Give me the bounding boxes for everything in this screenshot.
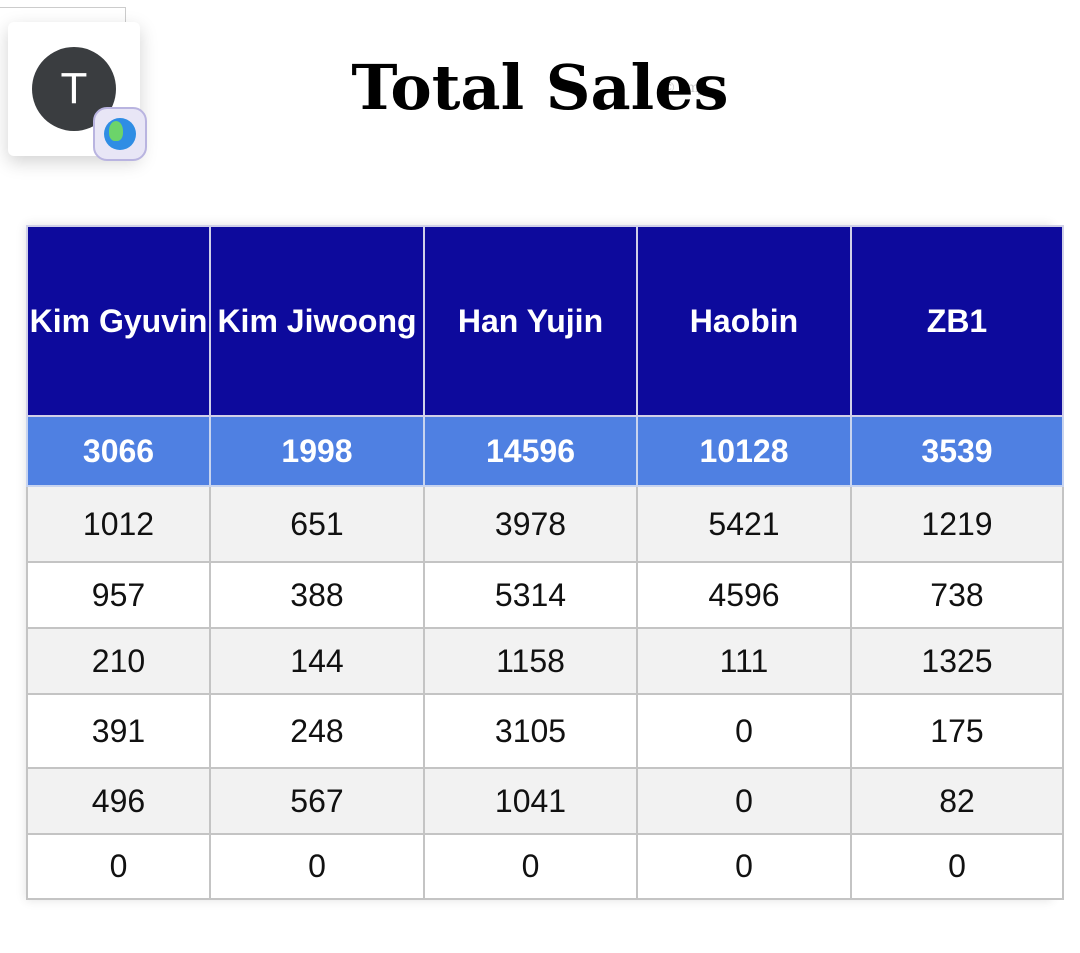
data-row: 957 388 5314 4596 738 — [26, 561, 1064, 629]
title: Total Sales — [351, 51, 729, 124]
data-cell: 738 — [850, 561, 1064, 629]
total-cell: 14596 — [423, 415, 638, 487]
data-cell: 175 — [850, 693, 1064, 769]
totals-row: 3066 1998 14596 10128 3539 — [26, 415, 1064, 487]
data-cell: 391 — [26, 693, 211, 769]
data-cell: 1325 — [850, 627, 1064, 695]
data-cell: 1158 — [423, 627, 638, 695]
total-cell: 10128 — [636, 415, 852, 487]
total-cell: 1998 — [209, 415, 425, 487]
data-cell: 0 — [850, 833, 1064, 900]
data-cell: 567 — [209, 767, 425, 835]
total-cell: 3539 — [850, 415, 1064, 487]
total-cell: 3066 — [26, 415, 211, 487]
data-cell: 0 — [636, 833, 852, 900]
header-row: Kim Gyuvin Kim Jiwoong Han Yujin Haobin ZB1 — [26, 225, 1064, 417]
avatar-card[interactable]: T — [8, 22, 147, 161]
column-header: ZB1 — [850, 225, 1064, 417]
app-badge[interactable] — [93, 107, 147, 161]
data-row: 496 567 1041 0 82 — [26, 767, 1064, 835]
data-cell: 1012 — [26, 485, 211, 563]
data-cell: 111 — [636, 627, 852, 695]
data-cell: 0 — [636, 767, 852, 835]
data-row: 1012 651 3978 5421 1219 — [26, 485, 1064, 563]
data-cell: 248 — [209, 693, 425, 769]
data-cell: 651 — [209, 485, 425, 563]
column-header: Kim Gyuvin — [26, 225, 211, 417]
data-cell: 1041 — [423, 767, 638, 835]
sales-table: Kim Gyuvin Kim Jiwoong Han Yujin Haobin ZB1 3… — [26, 225, 1064, 900]
column-header: Haobin — [636, 225, 852, 417]
data-cell: 3978 — [423, 485, 638, 563]
column-header: Han Yujin — [423, 225, 638, 417]
data-cell: 0 — [26, 833, 211, 900]
column-header: Kim Jiwoong — [209, 225, 425, 417]
data-cell: 0 — [423, 833, 638, 900]
data-cell: 0 — [209, 833, 425, 900]
badge-bird — [109, 121, 123, 141]
data-cell: 496 — [26, 767, 211, 835]
watermark: © tmj — [662, 80, 704, 96]
data-cell: 82 — [850, 767, 1064, 835]
table-container: Kim Gyuvin Kim Jiwoong Han Yujin Haobin ZB1 3… — [26, 225, 1064, 900]
data-cell: 957 — [26, 561, 211, 629]
data-cell: 388 — [209, 561, 425, 629]
data-row: 391 248 3105 0 175 — [26, 693, 1064, 769]
data-row: 210 144 1158 111 1325 — [26, 627, 1064, 695]
data-cell: 1219 — [850, 485, 1064, 563]
data-cell: 3105 — [423, 693, 638, 769]
data-cell: 5421 — [636, 485, 852, 563]
data-cell: 144 — [209, 627, 425, 695]
data-cell: 5314 — [423, 561, 638, 629]
data-cell: 4596 — [636, 561, 852, 629]
data-cell: 210 — [26, 627, 211, 695]
data-cell: 0 — [636, 693, 852, 769]
